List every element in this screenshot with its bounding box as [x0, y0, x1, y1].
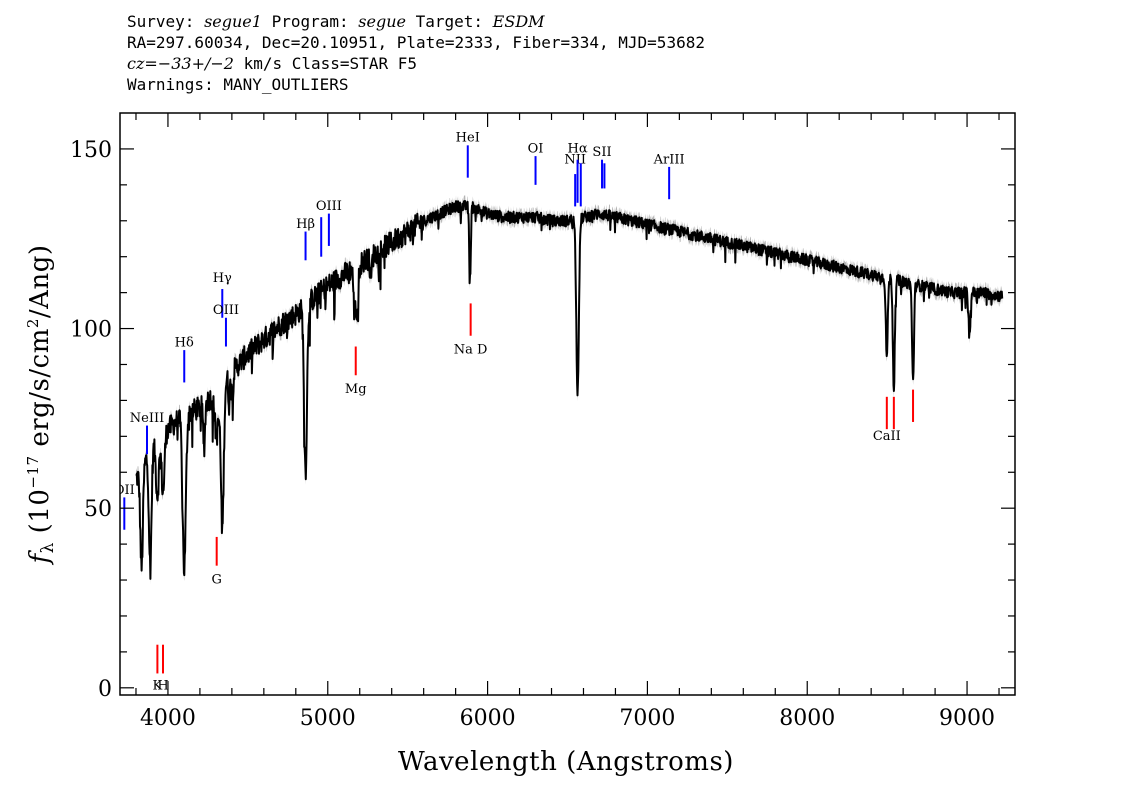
spectrum-line [135, 200, 1004, 580]
absorption-line-label: CaII [873, 429, 901, 444]
survey-name: segue1 [204, 12, 262, 31]
spectrum-header: Survey: segue1 Program: segue Target: ES… [127, 11, 705, 95]
emission-line-label: Hα [568, 142, 588, 157]
emission-line-label: Hγ [213, 271, 232, 286]
x-tick-label: 8000 [779, 706, 835, 731]
y-tick-label: 50 [84, 497, 112, 522]
header-line-warnings: Warnings: MANY_OUTLIERS [127, 75, 349, 94]
x-tick-label: 4000 [140, 706, 196, 731]
emission-line-label: OI [528, 142, 544, 157]
x-tick-label: 5000 [300, 706, 356, 731]
y-axis-title: fλ (10−17 erg/s/cm2/Ang) [24, 245, 58, 566]
y-tick-label: 150 [70, 138, 112, 163]
x-tick-label: 6000 [460, 706, 516, 731]
absorption-line-label: Na D [454, 343, 488, 358]
emission-line-label: Hδ [175, 336, 194, 351]
emission-line-label: OIII [316, 199, 342, 214]
target-name: ESDM [492, 12, 545, 31]
absorption-line-label: H [157, 679, 168, 694]
emission-line-label: ArIII [653, 152, 685, 167]
y-tick-label: 100 [70, 318, 112, 343]
header-line-survey: Survey: segue1 Program: segue Target: ES… [127, 12, 545, 31]
plot-frame [119, 112, 1016, 696]
emission-line-label: SII [592, 145, 611, 160]
absorption-line-label: G [211, 573, 221, 588]
x-tick-label: 9000 [939, 706, 995, 731]
program-name: segue [358, 12, 406, 31]
header-line-coordinates: RA=297.60034, Dec=20.10951, Plate=2333, … [127, 33, 705, 52]
emission-line-label: HeI [456, 131, 480, 146]
emission-line-label: NeIII [130, 411, 164, 426]
absorption-line-label: Mg [345, 382, 367, 397]
x-axis-title: Wavelength (Angstroms) [398, 747, 734, 777]
spectrum-group [135, 195, 1004, 585]
x-tick-label: 7000 [619, 706, 675, 731]
emission-line-label: OIII [213, 303, 239, 318]
header-line-redshift: cz=−33+/−2 km/s Class=STAR F5 [127, 54, 417, 73]
y-tick-label: 0 [98, 677, 112, 702]
redshift-value: −33+/−2 [157, 54, 234, 73]
absorption-line-label: K [153, 679, 163, 694]
plot-axes: 4000 5000 6000 7000 8000 9000 0 50 100 150 [70, 112, 1016, 731]
emission-line-label: Hβ [296, 217, 315, 232]
emission-line-label: OII [114, 483, 135, 498]
error-band [136, 195, 1003, 585]
